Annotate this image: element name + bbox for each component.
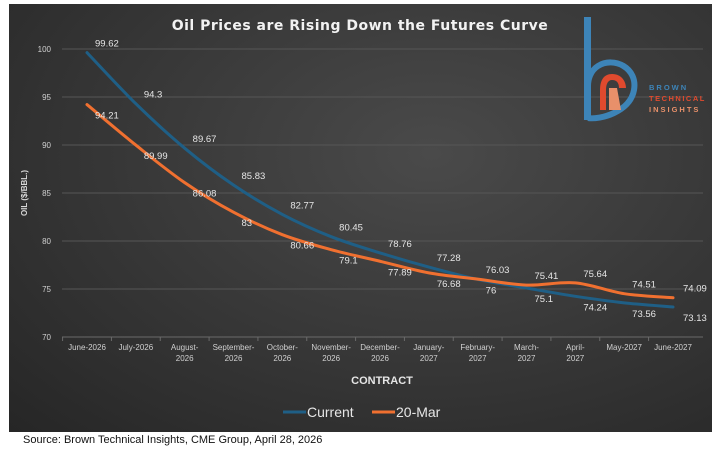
data-label: 94.3	[144, 90, 163, 101]
data-label: 75.64	[583, 269, 607, 280]
source-note: Source: Brown Technical Insights, CME Gr…	[23, 434, 323, 446]
data-label: 85.83	[242, 171, 266, 182]
logo-text-insights: INSIGHTS	[649, 105, 700, 114]
y-tick-label: 80	[42, 237, 51, 246]
chart-panel	[9, 4, 712, 432]
data-label: 74.24	[583, 302, 607, 313]
data-label: 79.1	[339, 256, 358, 267]
brand-logo: BROWN TECHNICAL INSIGHTS	[584, 17, 706, 122]
data-label: 77.28	[437, 253, 461, 264]
x-tick-label: February-2027	[460, 343, 495, 363]
x-tick-label: March-2027	[514, 343, 539, 363]
x-tick-label: April-2027	[566, 343, 585, 363]
data-label: 80.66	[290, 241, 314, 252]
data-label: 76.68	[437, 279, 461, 290]
data-label: 76	[486, 285, 497, 296]
data-label: 76.03	[486, 265, 510, 276]
data-label: 75.1	[535, 294, 554, 305]
x-tick-label: May-2027	[606, 343, 642, 352]
logo-r	[600, 74, 626, 110]
data-label: 82.77	[290, 200, 314, 211]
y-axis-label: OIL ($/BBL.)	[20, 170, 29, 216]
logo-text-technical: TECHNICAL	[649, 94, 706, 103]
data-label: 73.56	[632, 309, 656, 320]
x-tick-label: December-2026	[360, 343, 400, 363]
y-tick-label: 90	[42, 141, 51, 150]
x-tick-label: June-2027	[654, 343, 692, 352]
chart-title: Oil Prices are Rising Down the Futures C…	[172, 18, 549, 34]
data-label: 80.45	[339, 223, 363, 234]
logo-accent	[609, 88, 621, 110]
data-label: 74.51	[632, 280, 656, 291]
data-label: 74.09	[683, 284, 707, 295]
x-tick-label: October-2026	[267, 343, 298, 363]
data-label: 77.89	[388, 267, 412, 278]
x-axis-label: CONTRACT	[351, 375, 413, 387]
x-tick-label: September-2026	[213, 343, 255, 363]
y-tick-label: 75	[42, 285, 51, 294]
y-tick-label: 100	[38, 45, 52, 54]
x-tick-label: January-2027	[413, 343, 444, 363]
data-label: 75.41	[535, 271, 559, 282]
legend: Current 20-Mar	[283, 404, 441, 420]
y-tick-label: 95	[42, 93, 51, 102]
data-label: 86.08	[193, 189, 217, 200]
x-tick-label: July-2026	[118, 343, 153, 352]
data-label: 78.76	[388, 239, 412, 250]
data-label: 83	[242, 218, 253, 229]
y-tick-label: 85	[42, 189, 51, 198]
series-line-current	[85, 51, 675, 309]
legend-label-20-mar: 20-Mar	[396, 404, 441, 420]
x-tick-label: August-2026	[171, 343, 199, 363]
legend-label-current: Current	[307, 404, 354, 420]
logo-stem	[584, 17, 591, 120]
x-tick-label: June-2026	[68, 343, 106, 352]
logo-text-brown: BROWN	[649, 83, 688, 92]
data-label: 89.99	[144, 151, 168, 162]
data-label: 89.67	[193, 134, 217, 145]
y-tick-label: 70	[42, 333, 51, 342]
data-label: 94.21	[95, 111, 119, 122]
logo-bowl	[585, 59, 638, 122]
x-tick-label: November-2026	[311, 343, 351, 363]
data-label: 99.62	[95, 39, 119, 50]
series-line-20-mar	[85, 103, 675, 300]
data-label: 73.13	[683, 313, 707, 324]
